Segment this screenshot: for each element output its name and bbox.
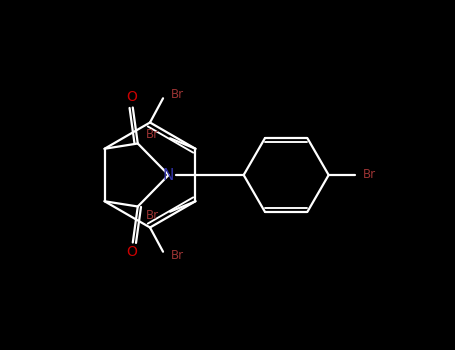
Text: Br: Br [363, 168, 376, 182]
Text: O: O [126, 245, 137, 259]
Text: O: O [126, 91, 137, 105]
Text: Br: Br [146, 209, 159, 222]
Text: Br: Br [146, 128, 159, 141]
Text: N: N [163, 168, 174, 182]
Text: Br: Br [171, 88, 184, 101]
Text: Br: Br [171, 249, 184, 262]
